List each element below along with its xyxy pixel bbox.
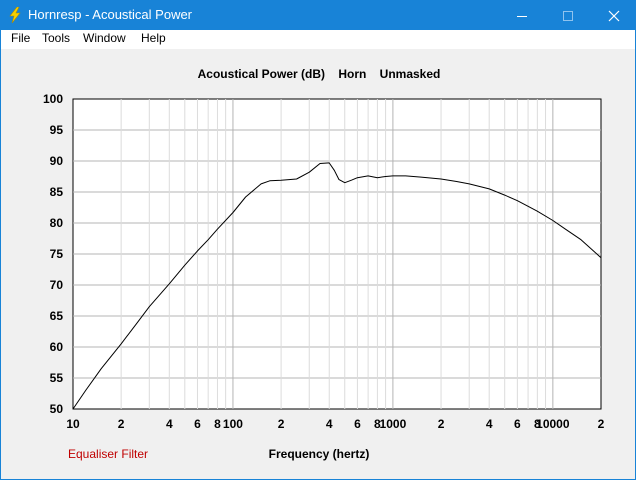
x-tick-label: 4 [326,417,333,431]
y-tick-label: 90 [50,154,64,168]
minimize-icon [517,15,527,17]
x-tick-label: 8 [534,417,541,431]
menu-bar: File Tools Window Help [1,30,635,49]
menu-tools[interactable]: Tools [42,31,71,45]
x-tick-label: 8 [374,417,381,431]
minimize-button[interactable] [499,1,545,30]
y-tick-label: 80 [50,216,64,230]
x-tick-label: 10 [66,417,80,431]
y-tick-label: 55 [50,371,64,385]
maximize-icon [563,10,573,21]
lightning-bolt-icon [9,7,21,23]
series-group [72,162,602,410]
close-icon [608,10,620,21]
x-tick-label: 1000 [380,417,407,431]
y-tick-label: 50 [50,402,64,416]
series-line-acoustical-power [72,162,602,410]
y-tick-label: 95 [50,123,64,137]
x-tick-label: 100 [223,417,243,431]
y-tick-label: 60 [50,340,64,354]
menu-help[interactable]: Help [141,31,166,45]
x-axis-label: Frequency (hertz) [269,447,370,461]
y-tick-label: 65 [50,309,64,323]
equaliser-filter-button[interactable]: Equaliser Filter [68,447,148,461]
y-tick-label: 70 [50,278,64,292]
window-title: Hornresp - Acoustical Power [28,7,193,22]
menu-file[interactable]: File [11,31,31,45]
x-tick-label: 6 [194,417,201,431]
x-tick-label: 2 [118,417,125,431]
x-tick-label: 2 [278,417,285,431]
acoustical-power-chart: Acoustical Power (dB) Horn Unmasked 100 9… [43,67,605,461]
x-tick-label: 2 [598,417,605,431]
x-tick-label: 8 [214,417,221,431]
y-tick-label: 75 [50,247,64,261]
chart-title: Acoustical Power (dB) Horn Unmasked [198,67,441,81]
x-tick-label: 10000 [536,417,570,431]
x-tick-label: 6 [514,417,521,431]
y-axis-ticks: 100 95 90 85 80 75 70 65 60 55 50 [43,92,63,416]
y-tick-label: 100 [43,92,63,106]
x-tick-label: 4 [486,417,493,431]
x-tick-label: 4 [166,417,173,431]
x-tick-label: 2 [438,417,445,431]
close-button[interactable] [591,1,635,30]
x-tick-label: 6 [354,417,361,431]
title-bar[interactable]: Hornresp - Acoustical Power [1,1,635,30]
maximize-button[interactable] [545,1,591,30]
y-tick-label: 85 [50,185,64,199]
chart-panel: Acoustical Power (dB) Horn Unmasked 100 9… [1,49,635,479]
menu-window[interactable]: Window [83,31,126,45]
grid-lines [73,99,601,409]
